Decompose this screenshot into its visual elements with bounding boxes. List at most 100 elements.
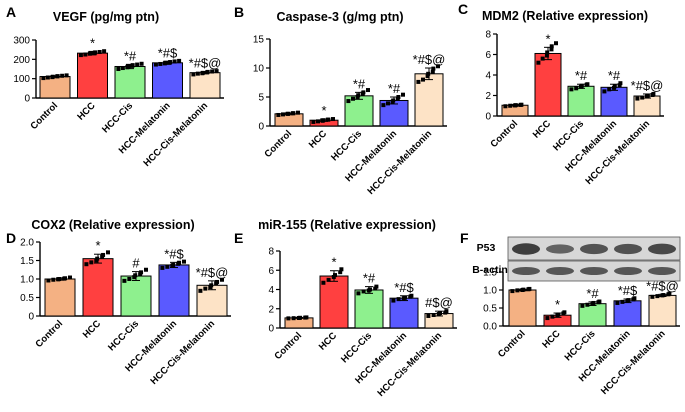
- data-point: [296, 110, 300, 115]
- x-tick-label: HCC: [75, 100, 97, 122]
- bar-hcc-cis-melatonin: [189, 72, 221, 99]
- data-point: [579, 83, 584, 88]
- x-tick-label: HCC: [317, 330, 339, 352]
- significance-label: *#$: [394, 280, 414, 295]
- data-point: [527, 286, 532, 291]
- data-point: [158, 61, 163, 66]
- significance-label: *#$: [158, 45, 178, 60]
- bar-hcc-cis: [120, 275, 152, 317]
- data-point: [361, 90, 366, 95]
- data-point: [304, 315, 309, 320]
- significance-label: *#: [575, 68, 588, 83]
- chart-title: Caspase-3 (g/mg ptn): [276, 10, 403, 24]
- panel-letter: E: [234, 230, 243, 246]
- data-point: [95, 256, 100, 261]
- data-point: [585, 82, 590, 87]
- x-tick-label: HCC: [540, 328, 562, 350]
- blot-band: [512, 267, 540, 275]
- data-point: [195, 71, 200, 76]
- data-point: [391, 298, 396, 303]
- data-point: [655, 294, 660, 299]
- x-tick-label: HCC: [531, 118, 553, 140]
- data-point: [57, 277, 62, 281]
- data-point: [431, 66, 436, 71]
- data-point: [144, 267, 148, 272]
- data-point: [519, 102, 524, 107]
- data-point: [60, 73, 65, 78]
- significance-label: *: [321, 103, 326, 118]
- data-point: [667, 291, 672, 296]
- data-point: [133, 273, 138, 278]
- y-tick-label: 0: [258, 122, 264, 133]
- data-point: [172, 59, 177, 64]
- data-point: [536, 60, 541, 65]
- significance-label: *: [95, 238, 100, 253]
- data-point: [168, 60, 173, 65]
- significance-label: *#: [124, 48, 137, 63]
- data-point: [651, 91, 656, 96]
- significance-label: *#$@: [413, 52, 446, 67]
- blot-band: [614, 267, 642, 275]
- y-tick-label: 300: [13, 36, 30, 47]
- panel-B: B Caspase-3 (g/mg ptn) 0 5 10 15 Control * HCC *#…: [234, 4, 447, 197]
- western-blot: P53 B-actin: [472, 236, 681, 282]
- data-point: [503, 104, 508, 109]
- y-tick-label: 0: [24, 94, 30, 105]
- data-point: [645, 93, 650, 98]
- data-point: [635, 96, 640, 101]
- x-tick-label: Control: [28, 100, 60, 132]
- data-point: [97, 49, 102, 54]
- x-tick-label: Control: [272, 330, 304, 362]
- data-point: [416, 79, 421, 84]
- data-point: [326, 117, 331, 122]
- x-tick-label: Control: [488, 118, 520, 150]
- x-tick-label: HCC-Cis: [329, 128, 364, 163]
- data-point: [198, 288, 203, 293]
- y-tick-label: 1.0: [20, 275, 34, 286]
- x-tick-label: Control: [496, 328, 528, 360]
- y-tick-label: 4: [485, 71, 491, 82]
- data-point: [338, 270, 343, 275]
- data-point: [403, 295, 407, 300]
- data-point: [165, 264, 170, 269]
- data-point: [597, 299, 602, 304]
- y-tick-label: 200: [13, 55, 30, 66]
- data-point: [51, 277, 56, 282]
- x-tick-label: HCC: [307, 128, 329, 150]
- data-point: [83, 52, 88, 57]
- data-point: [276, 112, 281, 117]
- data-point: [177, 58, 182, 63]
- x-tick-label: HCC-Cis-Melatonin: [142, 100, 211, 169]
- data-point: [508, 103, 513, 108]
- data-point: [562, 310, 567, 315]
- data-point: [550, 314, 555, 319]
- data-point: [632, 296, 637, 301]
- significance-label: *#: [363, 271, 376, 286]
- data-point: [650, 294, 655, 299]
- significance-label: *#$@: [189, 56, 222, 71]
- data-point: [286, 111, 291, 116]
- data-point: [93, 50, 98, 55]
- data-point: [64, 73, 69, 78]
- panel-F: F P53 B-actin 0.0 0.5 1.0 1.5 Control * HCC *# HCC-…: [460, 230, 681, 397]
- data-point: [607, 87, 612, 92]
- significance-label: *#: [586, 286, 599, 301]
- data-point: [203, 286, 208, 291]
- data-point: [540, 56, 545, 61]
- blot-band: [648, 243, 676, 255]
- data-point: [122, 278, 127, 283]
- data-point: [396, 95, 401, 99]
- x-tick-label: HCC-Cis: [106, 318, 141, 353]
- significance-label: *#: [353, 76, 366, 91]
- blot-band: [648, 267, 676, 275]
- data-point: [401, 92, 405, 97]
- data-point: [160, 265, 165, 270]
- x-tick-label: HCC-Cis-Melatonin: [366, 128, 435, 197]
- bar-control: [44, 278, 76, 317]
- data-point: [615, 300, 620, 305]
- blot-band: [546, 244, 574, 254]
- data-point: [554, 41, 558, 46]
- bar-hcc-melatonin: [613, 300, 642, 327]
- data-point: [549, 44, 554, 49]
